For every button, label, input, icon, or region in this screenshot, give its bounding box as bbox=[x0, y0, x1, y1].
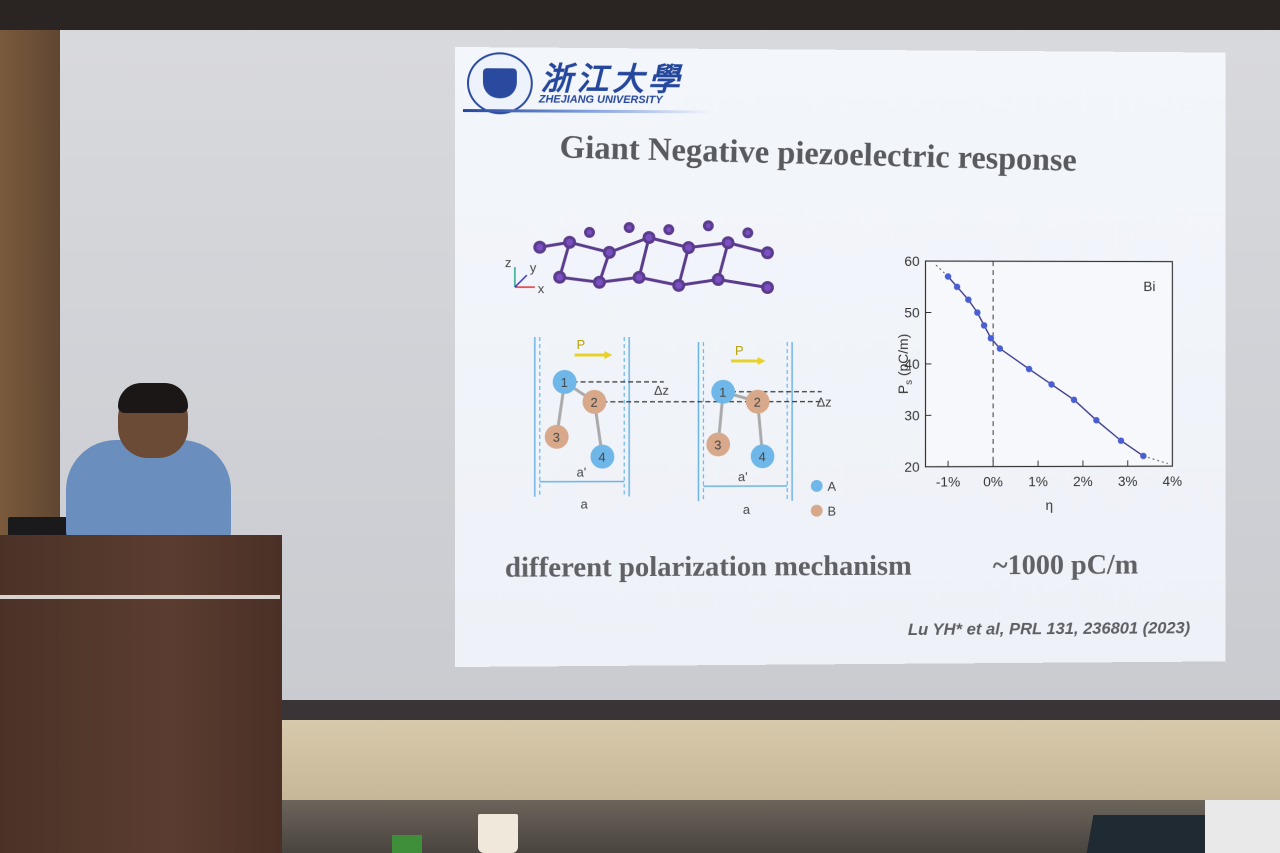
chart-x-label: η bbox=[1046, 497, 1054, 513]
x-tick-label: 3% bbox=[1118, 473, 1138, 489]
data-point bbox=[1140, 453, 1146, 460]
y-tick-label: 30 bbox=[904, 407, 919, 423]
x-tick-label: -1% bbox=[936, 474, 960, 490]
legend-a-swatch bbox=[811, 480, 823, 492]
axis-z-label: z bbox=[505, 255, 511, 270]
chart-y-label-unit: (pC/m) bbox=[895, 334, 911, 380]
slide-title: Giant Negative piezoelectric response bbox=[559, 130, 1077, 180]
axis-x-label: x bbox=[538, 281, 545, 296]
data-point bbox=[988, 335, 994, 342]
data-point bbox=[1026, 366, 1032, 373]
atom-label-4-right: 4 bbox=[759, 449, 766, 464]
atom-label-4: 4 bbox=[598, 450, 605, 465]
atom-label-1: 1 bbox=[561, 375, 568, 390]
legend-b-swatch bbox=[811, 505, 823, 517]
x-tick-label: 4% bbox=[1163, 473, 1183, 489]
data-point bbox=[1093, 417, 1099, 424]
ps-label-left: P bbox=[577, 337, 586, 352]
response-value: ~1000 pC/m bbox=[993, 549, 1138, 582]
a-label-left: a bbox=[581, 497, 589, 512]
chart-y-label-main: P bbox=[895, 385, 911, 394]
paper-cup bbox=[478, 814, 518, 853]
atom-label-1-right: 1 bbox=[719, 385, 726, 400]
atom-label-3-right: 3 bbox=[714, 437, 721, 452]
atom-label-2: 2 bbox=[590, 395, 597, 410]
a-prime-label-right: a' bbox=[738, 469, 748, 484]
mechanism-caption: different polarization mechanism bbox=[505, 550, 912, 585]
legend-b-label: B bbox=[828, 504, 837, 519]
logo-english-text: ZHEJIANG UNIVERSITY bbox=[539, 94, 663, 107]
university-logo bbox=[467, 52, 533, 114]
paper-sheet bbox=[1205, 800, 1280, 853]
projected-slide: 浙江大學 ZHEJIANG UNIVERSITY Giant Negative … bbox=[455, 47, 1225, 667]
dz-label-left: Δz bbox=[654, 383, 669, 398]
data-point bbox=[954, 284, 960, 291]
data-point bbox=[974, 309, 980, 316]
data-point bbox=[965, 296, 971, 303]
atom-label-2-right: 2 bbox=[754, 395, 761, 410]
citation: Lu YH* et al, PRL 131, 236801 (2023) bbox=[908, 618, 1190, 640]
polarization-schematic: P P Δz Δz 1 2 3 4 1 2 3 4 a' a' a a A B bbox=[495, 327, 861, 527]
data-point bbox=[1048, 381, 1054, 388]
ps-label-right: P bbox=[735, 343, 744, 358]
a-label-right: a bbox=[743, 502, 751, 517]
plot-area bbox=[925, 261, 1172, 467]
puzzle-cube bbox=[392, 835, 422, 853]
y-tick-label: 60 bbox=[904, 253, 919, 269]
y-tick-label: 20 bbox=[904, 459, 919, 475]
presenter-hair bbox=[118, 383, 188, 413]
dz-label-right: Δz bbox=[817, 395, 832, 410]
data-point bbox=[1118, 437, 1124, 444]
crystal-structure-illustration: z y x bbox=[500, 207, 797, 307]
data-point bbox=[945, 273, 951, 280]
polarization-chart: -1% 0% 1% 2% 3% 4%2030405060 Bi η Ps (pC/m) bbox=[890, 243, 1201, 530]
atom-label-3: 3 bbox=[553, 430, 560, 445]
legend-a-label: A bbox=[828, 479, 837, 494]
y-tick-label: 50 bbox=[904, 305, 919, 321]
x-tick-label: 0% bbox=[983, 473, 1003, 489]
wall-panel bbox=[280, 720, 1280, 810]
data-point bbox=[997, 345, 1003, 352]
lectern-trim bbox=[0, 595, 280, 599]
chart-annotation: Bi bbox=[1143, 278, 1155, 294]
ceiling-strip bbox=[0, 0, 1280, 30]
x-tick-label: 2% bbox=[1073, 473, 1093, 489]
data-point bbox=[1071, 397, 1077, 404]
x-tick-label: 1% bbox=[1028, 473, 1048, 489]
axis-y-label: y bbox=[530, 260, 537, 275]
data-point bbox=[981, 322, 987, 329]
a-prime-label-left: a' bbox=[577, 465, 587, 480]
lectern bbox=[0, 535, 282, 853]
